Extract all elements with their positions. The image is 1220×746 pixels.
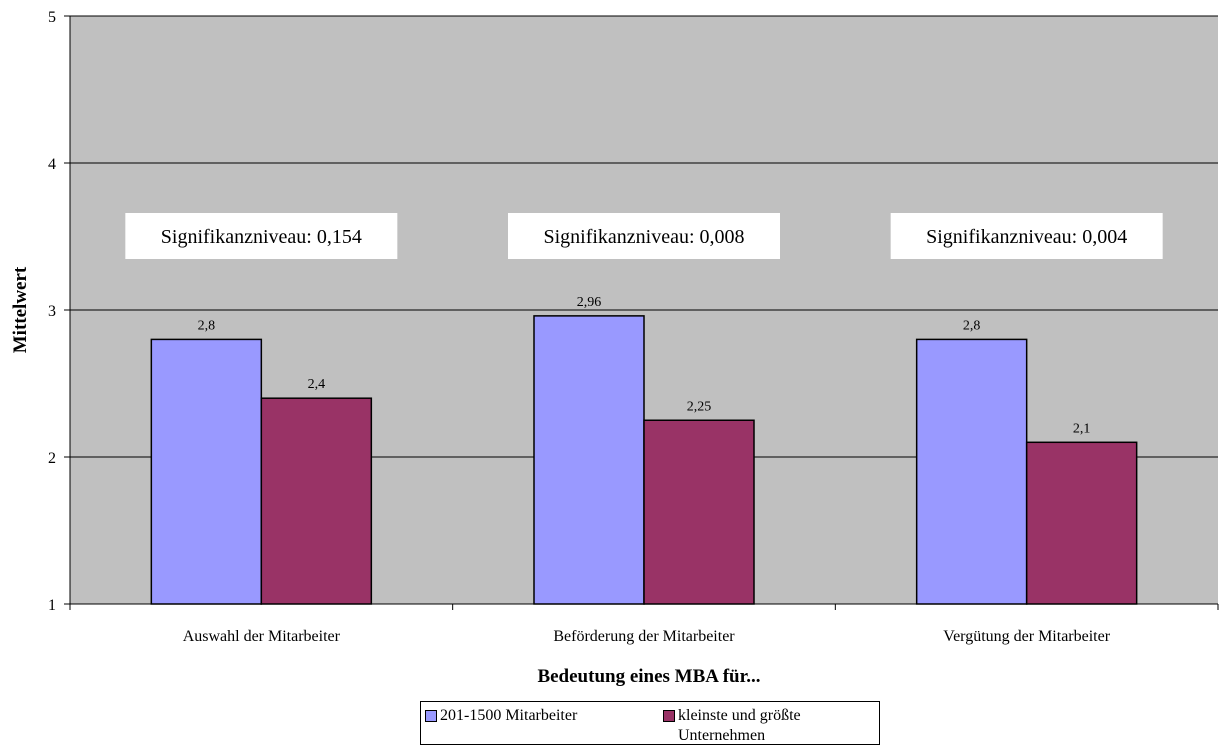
y-axis-ticks: 1 2 3 4 5	[48, 9, 70, 614]
annotation-text-0: Signifikanzniveau: 0,154	[161, 226, 362, 248]
legend-label-kleinste-groesste: kleinste und größte Unternehmen	[678, 707, 801, 744]
y-tick-label: 4	[48, 156, 56, 173]
legend: 201-1500 Mitarbeiter kleinste und größte…	[420, 701, 880, 745]
bar-s1-c0	[260, 397, 373, 605]
bar-s0-c0	[150, 338, 263, 605]
category-labels: Auswahl der Mitarbeiter Beförderung der M…	[183, 628, 1111, 645]
data-label-s1-c0: 2,4	[308, 377, 326, 392]
legend-swatch-kleinste-groesste	[663, 710, 675, 722]
data-label-s0-c2: 2,8	[963, 318, 981, 333]
legend-swatch-201-1500	[425, 710, 437, 722]
bars: 2,8 2,4 2,96 2,25 2,8 2,1	[150, 295, 1138, 605]
bar-s1-c2	[1025, 441, 1138, 605]
legend-item-kleinste-groesste: kleinste und größte Unternehmen	[663, 706, 863, 746]
data-label-s1-c2: 2,1	[1073, 421, 1091, 436]
x-category-label: Beförderung der Mitarbeiter	[553, 628, 735, 645]
bar-s0-c1	[533, 315, 645, 605]
annotation-text-1: Signifikanzniveau: 0,008	[543, 226, 744, 248]
x-axis-title: Bedeutung eines MBA für...	[537, 666, 760, 687]
y-tick-label: 5	[48, 9, 56, 26]
y-axis-title: Mittelwert	[10, 266, 31, 353]
legend-label-201-1500: 201-1500 Mitarbeiter	[440, 707, 578, 724]
bar-s0-c2	[915, 338, 1028, 605]
y-tick-label: 2	[48, 450, 56, 467]
annotation-text-2: Signifikanzniveau: 0,004	[926, 226, 1127, 248]
annotation-box-1	[508, 213, 780, 259]
data-label-s1-c1: 2,25	[687, 399, 712, 414]
annotation-box-2	[890, 213, 1163, 259]
x-category-label: Vergütung der Mitarbeiter	[943, 628, 1110, 645]
y-tick-label: 1	[48, 597, 56, 614]
y-tick-label: 3	[48, 303, 56, 320]
axes	[69, 16, 1219, 610]
legend-item-201-1500: 201-1500 Mitarbeiter	[425, 706, 577, 726]
bar-s1-c1	[643, 419, 755, 605]
data-label-s0-c0: 2,8	[198, 318, 216, 333]
data-label-s0-c1: 2,96	[577, 295, 602, 310]
x-category-label: Auswahl der Mitarbeiter	[183, 628, 341, 645]
annotations: Signifikanzniveau: 0,154 Signifikanznivea…	[125, 213, 1163, 259]
annotation-box-0	[125, 213, 398, 259]
